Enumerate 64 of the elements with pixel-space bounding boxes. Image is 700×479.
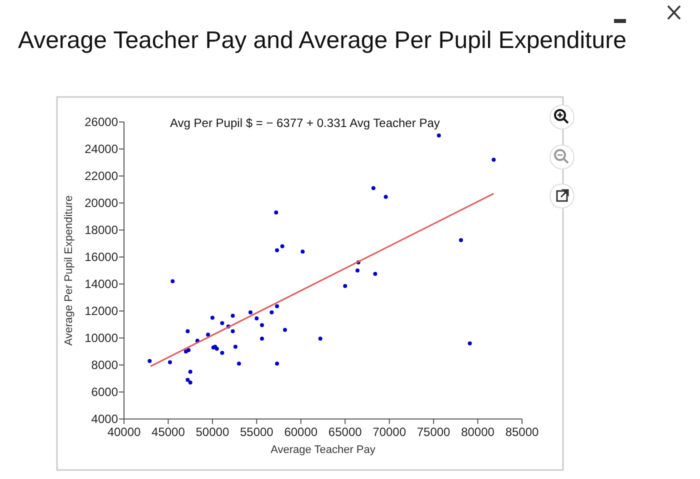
point [186,348,191,352]
y-tick-label: 12000 [84,304,118,318]
x-tick-label: 60000 [284,425,318,439]
point [186,329,190,334]
y-tick-label: 10000 [84,331,118,346]
point [260,323,264,328]
x-tick-label: 85000 [505,425,540,439]
point [220,321,224,326]
point [458,238,463,242]
point [468,341,472,346]
y-tick-label: 22000 [84,169,118,184]
point [248,310,252,314]
annotation: Avg Per Pupil $ = − 6377 + 0.331 Avg Teacher Pay [170,116,440,130]
y-tick-label: 18000 [84,223,118,238]
point [373,272,378,276]
point [230,314,235,318]
point [220,350,224,355]
y-tick-label: 8000 [91,358,118,372]
y-axis-title: Average Per Pupil Expenditure [63,195,75,346]
point [188,380,192,385]
point [384,194,388,199]
x-tick-label: 55000 [240,425,274,439]
y-tick-label: 4000 [91,412,118,426]
y-tick-label: 16000 [84,250,118,264]
x-tick-label: 75000 [416,425,451,439]
point [260,336,264,341]
x-tick-label: 50000 [196,425,230,439]
point [280,244,284,248]
point [318,336,322,341]
point [282,328,287,332]
point [188,370,192,374]
point [210,316,214,320]
point [371,186,376,190]
point [186,378,190,382]
y-tick-label: 24000 [84,142,118,156]
point [275,248,280,252]
point [230,329,235,334]
point [343,284,348,288]
x-axis-title: Average Teacher Pay [270,444,376,456]
point [148,358,152,363]
point [206,332,210,337]
y-tick-label: 20000 [84,196,118,210]
point [436,134,441,138]
y-tick-label: 6000 [91,385,118,400]
x-tick-label: 45000 [152,425,186,439]
point [355,268,360,272]
x-tick-label: 70000 [372,425,406,439]
point [236,362,241,366]
x-tick-label: 80000 [461,425,495,439]
x-tick-label: 65000 [328,425,362,439]
point [170,279,175,284]
point [233,344,238,349]
point [275,362,280,366]
point [168,360,172,364]
x-tick-label: 40000 [107,425,142,439]
point [300,250,305,254]
point [274,210,278,214]
chart-title: Average Teacher Pay and Average Per Pupil Expenditure [18,27,626,54]
y-tick-label: 14000 [84,277,118,292]
y-tick-label: 26000 [84,115,118,130]
point [254,316,259,320]
point [492,158,496,162]
point [275,304,280,308]
point [270,310,274,314]
